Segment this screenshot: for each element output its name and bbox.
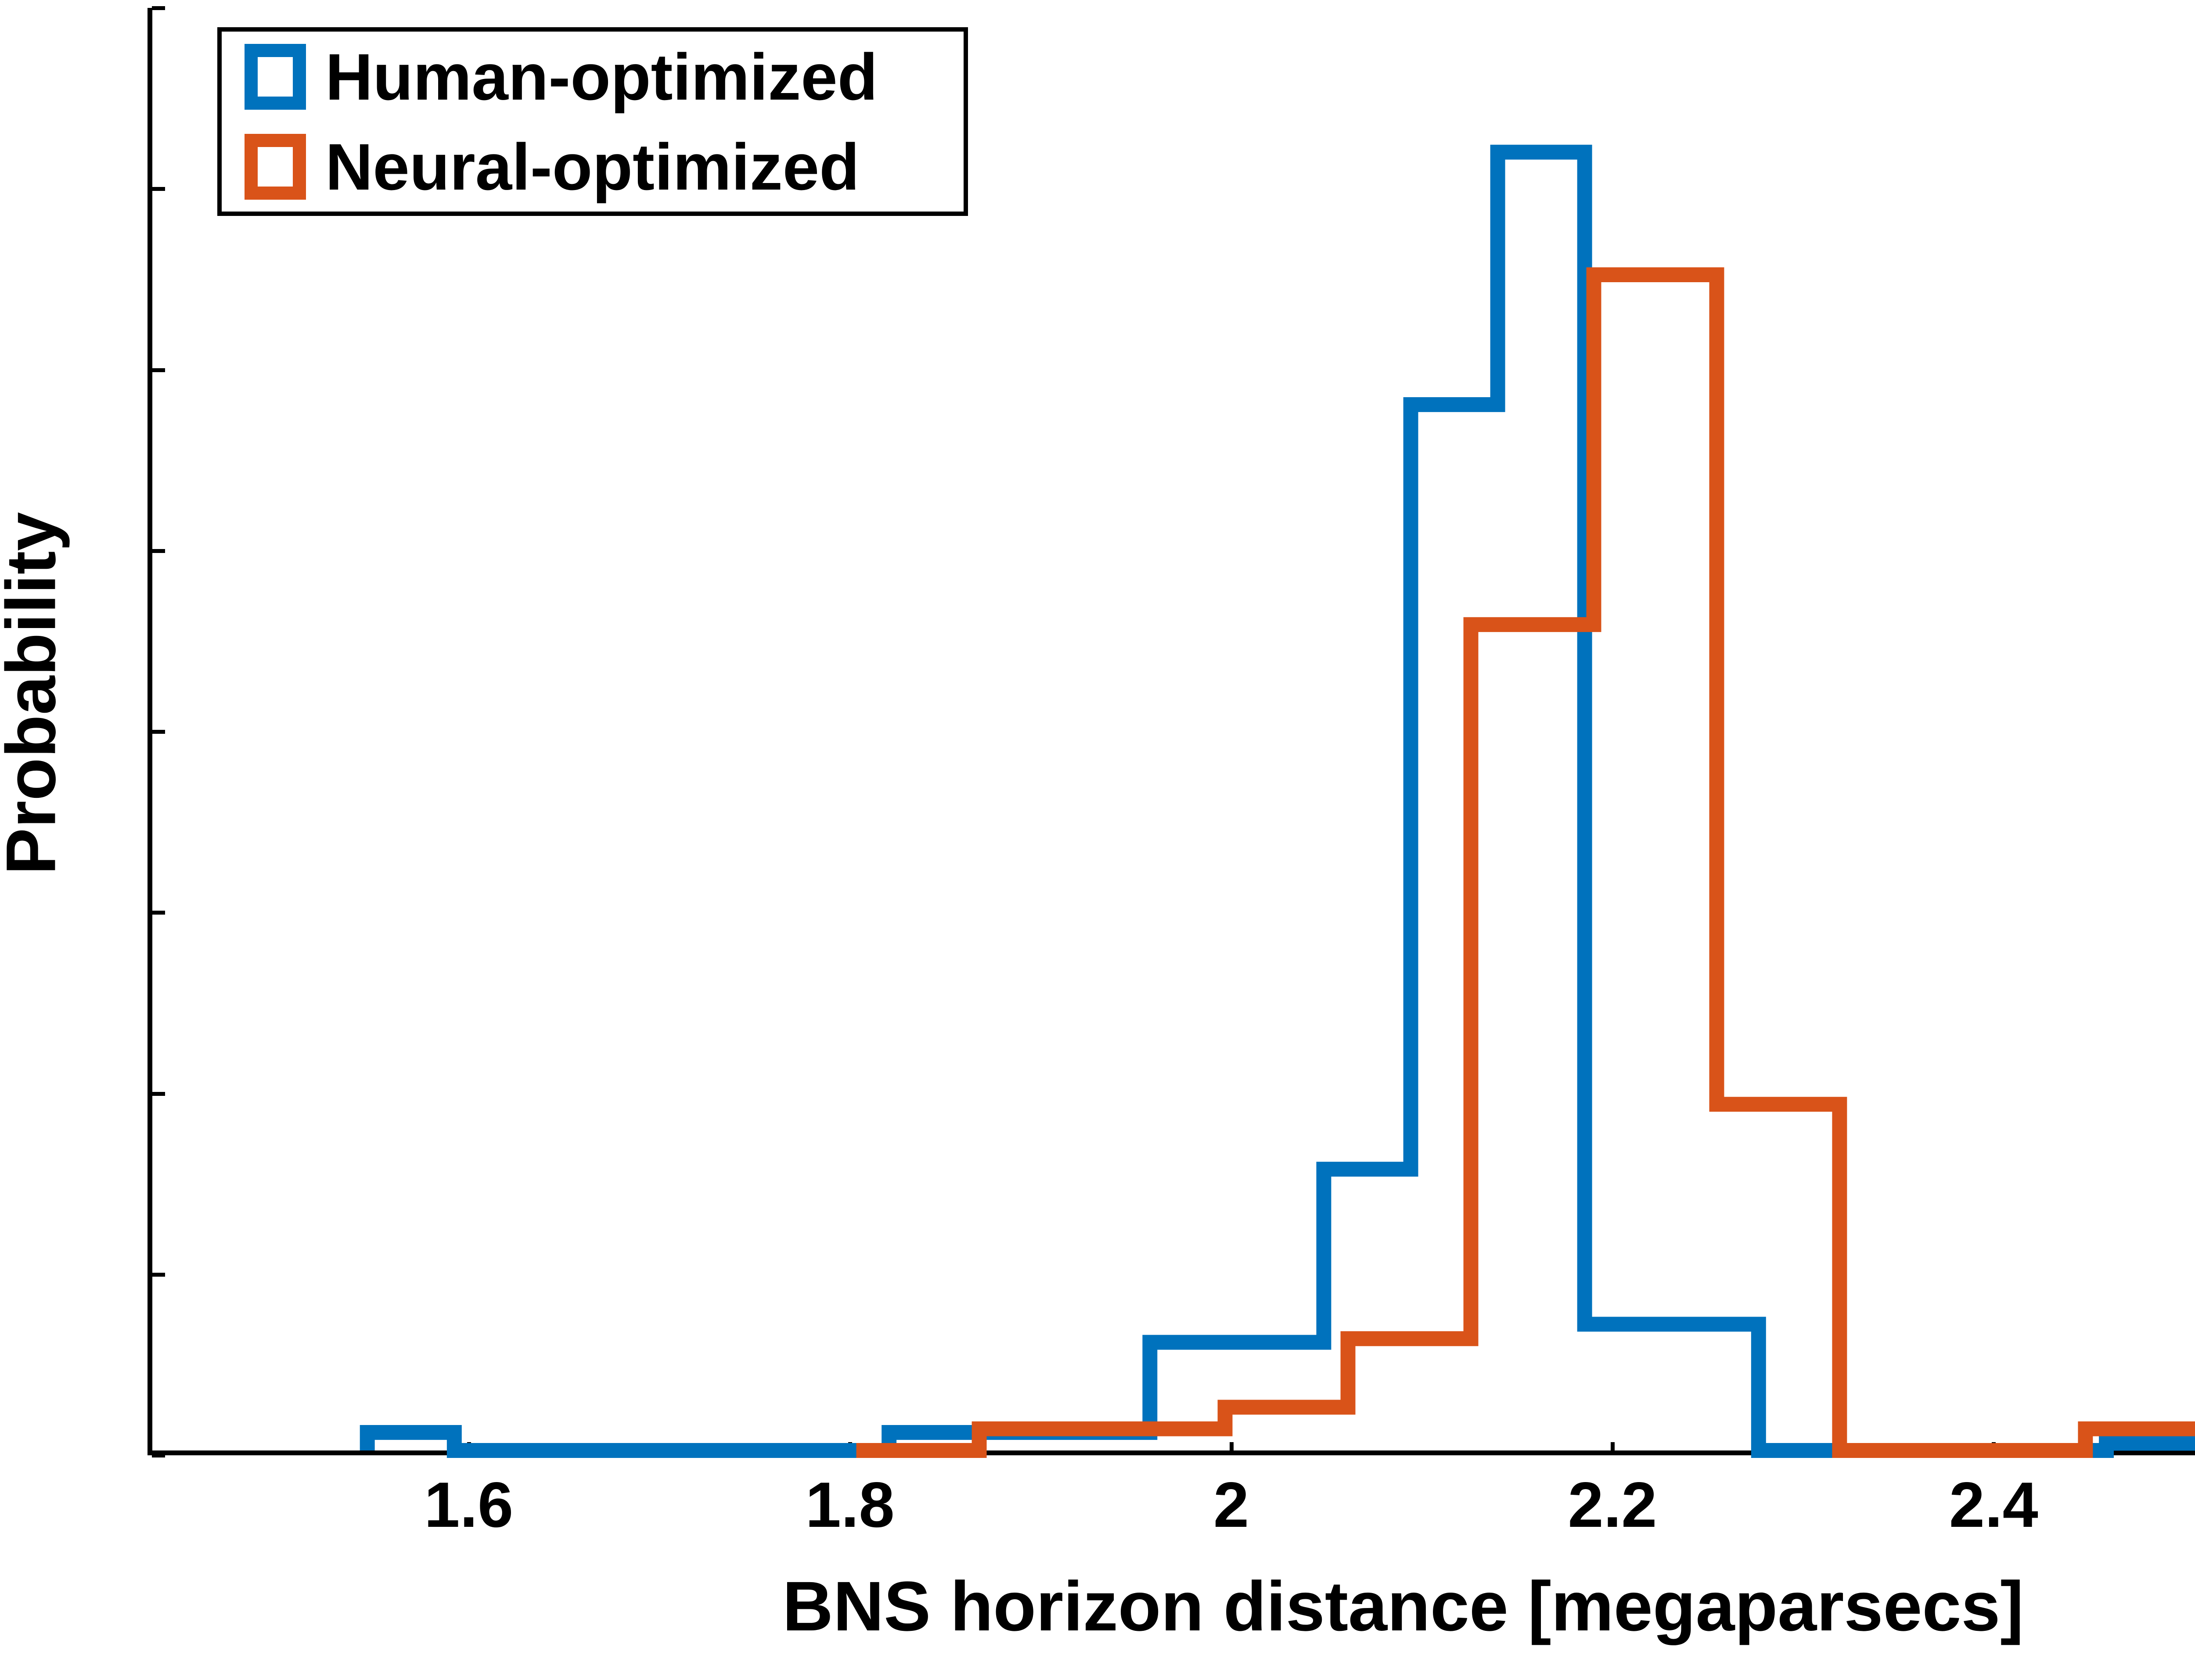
y-tick-mark bbox=[152, 730, 165, 734]
legend-label-neural-optimized: Neural-optimized bbox=[325, 129, 860, 204]
legend-item-human-optimized[interactable]: Human-optimized bbox=[222, 32, 964, 122]
y-tick-mark bbox=[152, 1454, 165, 1457]
x-tick-mark bbox=[1610, 1442, 1615, 1455]
y-tick-mark bbox=[152, 549, 165, 553]
x-tick-label: 2.4 bbox=[1949, 1469, 2038, 1540]
series-human-optimized bbox=[360, 144, 2195, 1458]
y-tick-mark bbox=[152, 1091, 165, 1096]
x-axis-title: BNS horizon distance [megaparsecs] bbox=[782, 1567, 2024, 1645]
legend-item-neural-optimized[interactable]: Neural-optimized bbox=[222, 122, 964, 212]
x-tick-mark bbox=[1229, 1442, 1234, 1455]
legend-swatch-neural-optimized bbox=[245, 133, 306, 200]
x-tick-label: 1.6 bbox=[424, 1469, 514, 1540]
legend: Human-optimized Neural-optimized bbox=[217, 27, 968, 216]
legend-label-human-optimized: Human-optimized bbox=[325, 39, 878, 114]
y-tick-mark bbox=[152, 187, 165, 191]
x-tick-label: 1.8 bbox=[805, 1469, 895, 1540]
y-tick-mark bbox=[152, 911, 165, 915]
series-neural-optimized bbox=[856, 267, 2195, 1458]
x-tick-label: 2 bbox=[1213, 1469, 1249, 1540]
y-tick-mark bbox=[152, 6, 165, 10]
y-tick-mark bbox=[152, 1272, 165, 1277]
x-tick-label: 2.2 bbox=[1568, 1469, 1657, 1540]
legend-swatch-human-optimized bbox=[245, 43, 306, 110]
y-tick-mark bbox=[152, 368, 165, 372]
plot-area: 00.050.10.150.20.250.30.350.4 1.61.822.2… bbox=[148, 6, 2195, 1537]
y-axis-title: Probability bbox=[0, 512, 70, 875]
histogram-series-svg bbox=[360, 144, 2195, 1458]
